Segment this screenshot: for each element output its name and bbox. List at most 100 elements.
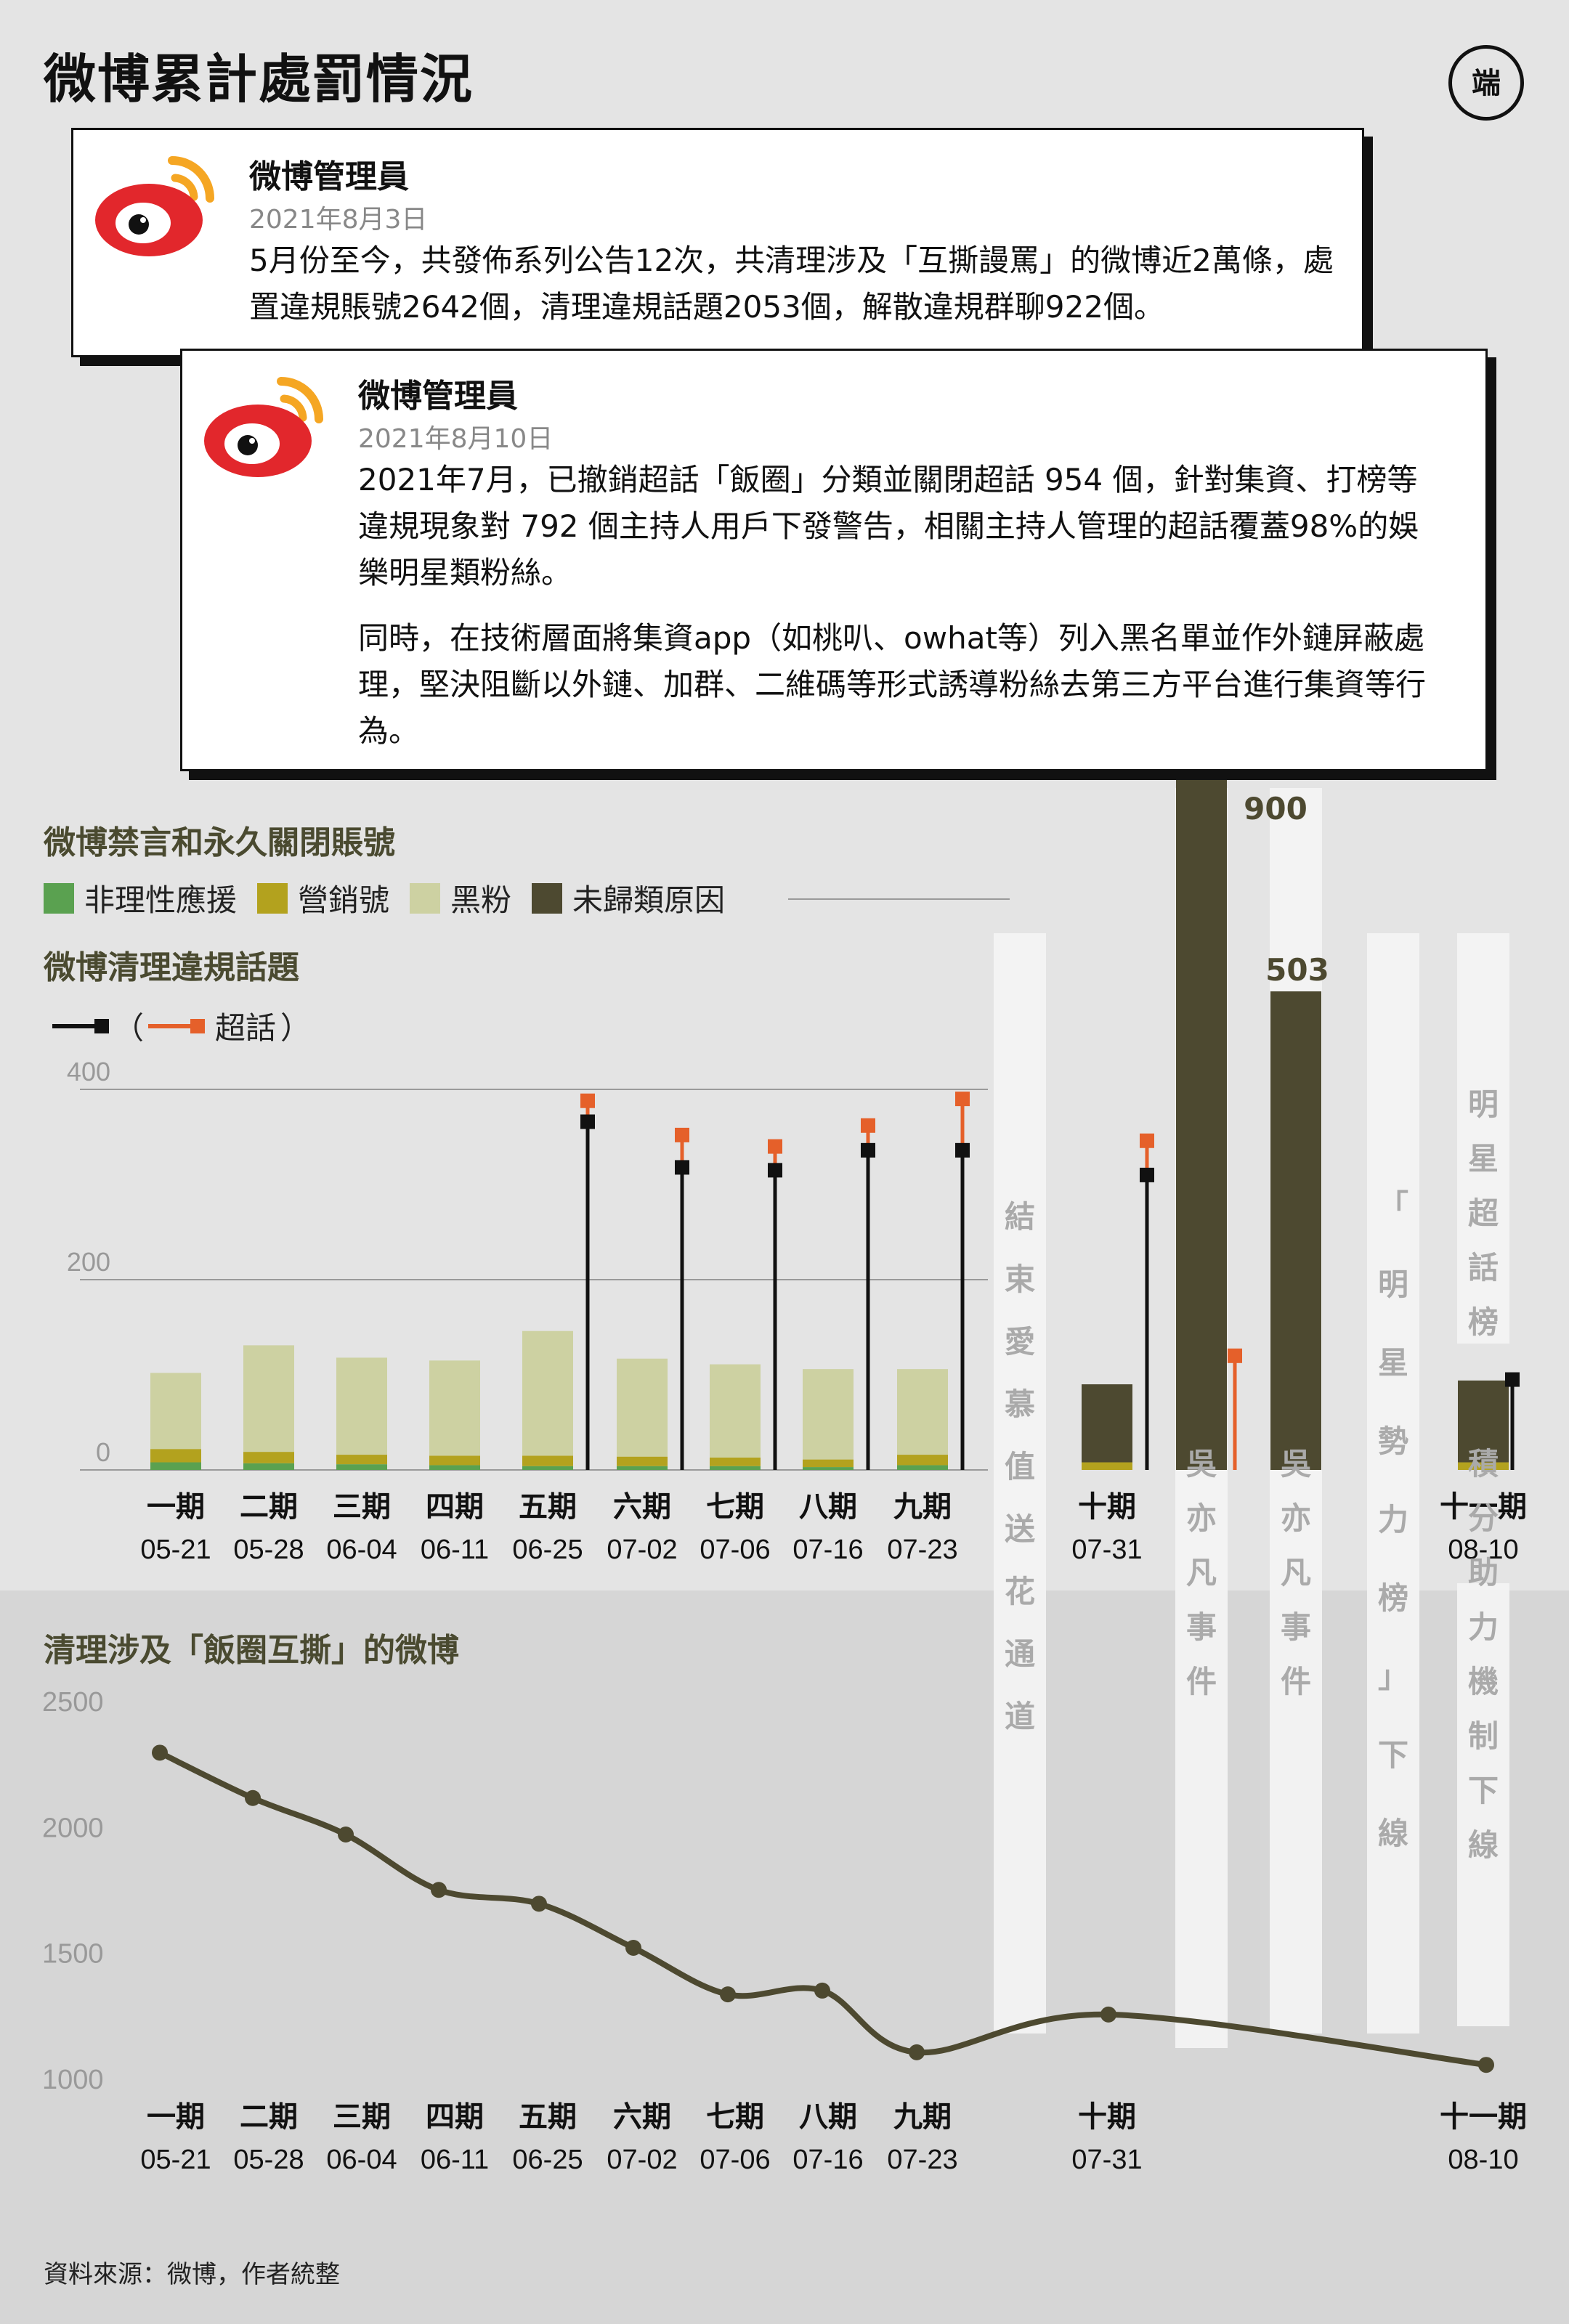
y-tick-label: 400: [67, 1057, 110, 1086]
annotation-char: 通: [1005, 1636, 1035, 1672]
annotation-char: 件: [1281, 1664, 1311, 1699]
annotation-char: 線: [1468, 1827, 1499, 1863]
bar-segment: [336, 1455, 387, 1464]
annotation-band: [1367, 933, 1419, 2033]
annotation-char: 星: [1468, 1141, 1499, 1177]
topic-marker: [1505, 1373, 1520, 1387]
bar-segment: [710, 1365, 761, 1458]
bar-segment: [243, 1452, 294, 1463]
bar-segment: [243, 1463, 294, 1470]
bar-category-label: 七期: [706, 1490, 764, 1524]
y-tick-label: 200: [67, 1247, 110, 1277]
bar-segment: [150, 1373, 201, 1449]
line-category-label: 七期: [706, 2100, 764, 2134]
section-title-topics: 微博清理違規話題: [44, 941, 299, 988]
line-point: [909, 2044, 925, 2060]
legend-swatch: [257, 883, 288, 914]
annotation-char: 事: [1281, 1609, 1311, 1645]
bar-date-label: 07-23: [887, 1535, 957, 1565]
annotation-char: 值: [1005, 1449, 1035, 1484]
bar-segment: [897, 1455, 948, 1465]
card-2-author: 微博管理員: [358, 370, 518, 416]
card-1-date: 2021年8月3日: [249, 198, 427, 236]
line-point: [814, 1983, 830, 1999]
annotation-char: 道: [1005, 1699, 1035, 1734]
line-point: [720, 1986, 736, 2002]
legend-item: 未歸類原因: [532, 876, 725, 920]
line-date-label: 07-16: [792, 2145, 863, 2175]
supertopic-marker: [1228, 1349, 1242, 1363]
line-date-label: 07-06: [700, 2145, 770, 2175]
bar-segment: [897, 1369, 948, 1455]
topic-legend: （ 超話 ）: [49, 1004, 311, 1048]
bar-segment: [522, 1455, 573, 1466]
annotation-char: 件: [1186, 1664, 1217, 1699]
bar-data-label: 503: [1265, 952, 1329, 988]
annotation-char: 結: [1005, 1199, 1035, 1235]
annotation-char: 星: [1378, 1345, 1408, 1381]
bar-segment: [243, 1345, 294, 1452]
annotation-char: 送: [1005, 1511, 1035, 1547]
legend-swatch: [532, 883, 562, 914]
announcement-card-2: 微博管理員 2021年8月10日 2021年7月，已撤銷超話「飯圈」分類並關閉超…: [180, 349, 1488, 771]
annotation-char: 力: [1378, 1502, 1408, 1537]
annotation-char: 吳: [1186, 1446, 1217, 1482]
annotation-char: 明: [1468, 1086, 1499, 1122]
bar-segment: [803, 1369, 854, 1459]
bar-category-label: 六期: [613, 1490, 671, 1524]
line-date-label: 06-04: [326, 2145, 397, 2175]
bar-date-label: 07-31: [1071, 1535, 1142, 1565]
bar-segment: [429, 1360, 480, 1455]
annotation-char: 花: [1005, 1574, 1035, 1609]
bar-segment: [522, 1466, 573, 1470]
bar-segment: [710, 1466, 761, 1470]
line-category-label: 十一期: [1440, 2100, 1527, 2134]
bar-segment: [1082, 1384, 1132, 1462]
supertopic-marker: [580, 1094, 595, 1108]
card-2-text-2: 同時，在技術層面將集資app（如桃叭、owhat等）列入黑名單並作外鏈屏蔽處理，…: [358, 615, 1448, 755]
annotation-char: 事: [1186, 1609, 1217, 1645]
line-category-label: 六期: [613, 2100, 671, 2134]
card-1-author: 微博管理員: [249, 150, 409, 197]
bar-legend: 非理性應援 營銷號 黑粉 未歸類原因: [44, 876, 745, 920]
supertopic-marker: [1140, 1134, 1154, 1148]
bar-segment: [803, 1460, 854, 1467]
page-title: 微博累計處罰情況: [44, 36, 474, 113]
data-source: 資料來源：微博，作者統整: [44, 2254, 340, 2290]
bar-category-label: 九期: [893, 1490, 952, 1524]
annotation-char: 話: [1468, 1250, 1499, 1285]
bar-segment: [522, 1331, 573, 1456]
annotation-char: 下: [1378, 1737, 1408, 1773]
legend-label: 營銷號: [298, 876, 389, 920]
bar-date-label: 06-25: [512, 1535, 583, 1565]
line-date-label: 07-31: [1071, 2145, 1142, 2175]
annotation-char: 榜: [1378, 1580, 1408, 1616]
topic-marker: [861, 1143, 875, 1158]
bar-date-label: 06-04: [326, 1535, 397, 1565]
brand-logo-icon: 端: [1448, 45, 1524, 121]
legend-item: 非理性應援: [44, 876, 237, 920]
line-point: [152, 1744, 168, 1760]
legend-item: 營銷號: [257, 876, 389, 920]
supertopic-marker: [768, 1139, 782, 1154]
topic-marker: [955, 1143, 970, 1158]
line-date-label: 07-23: [887, 2145, 957, 2175]
line-date-label: 05-21: [140, 2145, 211, 2175]
bar-segment: [897, 1465, 948, 1470]
annotation-char: 勢: [1378, 1423, 1408, 1459]
supertopic-marker: [675, 1128, 689, 1142]
line-category-label: 八期: [799, 2100, 857, 2134]
annotation-char: 線: [1378, 1816, 1408, 1851]
line-point: [1478, 2057, 1494, 2073]
legend-open-paren: （: [113, 1004, 144, 1048]
bar-category-label: 十期: [1078, 1490, 1136, 1524]
line-y-tick-label: 1000: [42, 2065, 104, 2095]
bar-category-label: 三期: [333, 1490, 391, 1524]
line-category-label: 四期: [426, 2100, 484, 2134]
line-category-label: 三期: [333, 2100, 391, 2134]
line-category-label: 九期: [893, 2100, 952, 2134]
section-title-posts: 清理涉及「飯圈互撕」的微博: [44, 1624, 459, 1670]
annotation-char: 吳: [1281, 1446, 1312, 1482]
annotation-char: 亦: [1281, 1500, 1311, 1536]
